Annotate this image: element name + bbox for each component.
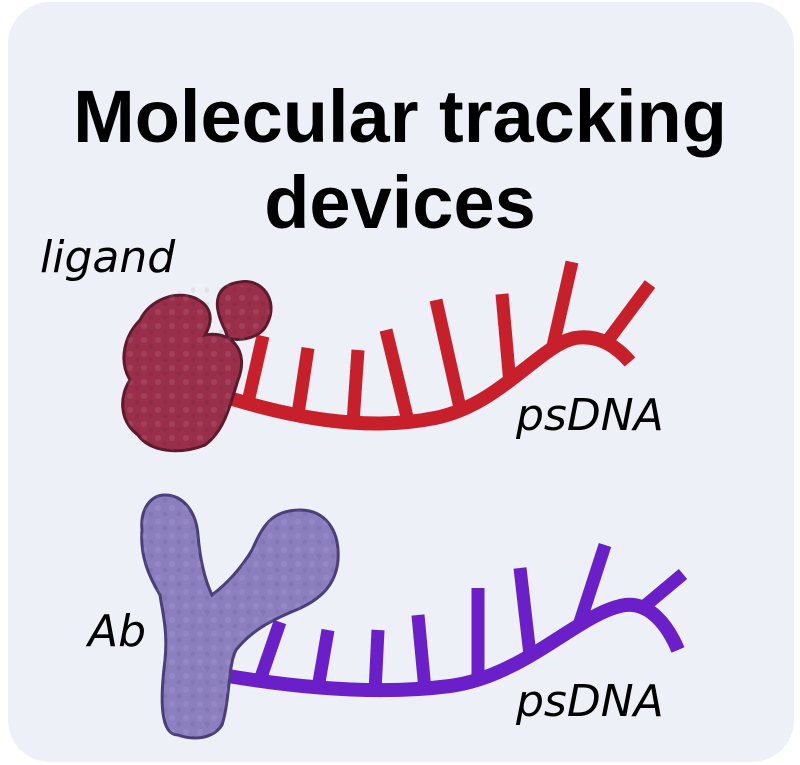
- psdna-strand-red: [207, 260, 656, 431]
- psdna-label-bottom: psDNA: [516, 676, 664, 727]
- antibody-label: Ab: [88, 606, 147, 657]
- psdna-strand-purple: [226, 542, 688, 698]
- psdna-bases: [253, 542, 688, 693]
- antibody-psdna-construct: [140, 493, 688, 740]
- figure-title: Molecular tracking devices: [0, 74, 800, 246]
- title-line-2: devices: [264, 161, 536, 244]
- antibody-icon: [140, 493, 340, 740]
- ligand-psdna-construct: [121, 260, 656, 453]
- ligand-label: ligand: [40, 232, 176, 283]
- psdna-label-top: psDNA: [516, 390, 664, 441]
- title-line-1: Molecular tracking: [73, 75, 727, 158]
- ligand-protein-icon: [121, 280, 273, 453]
- psdna-bases: [241, 260, 656, 424]
- psdna-backbone: [207, 330, 636, 431]
